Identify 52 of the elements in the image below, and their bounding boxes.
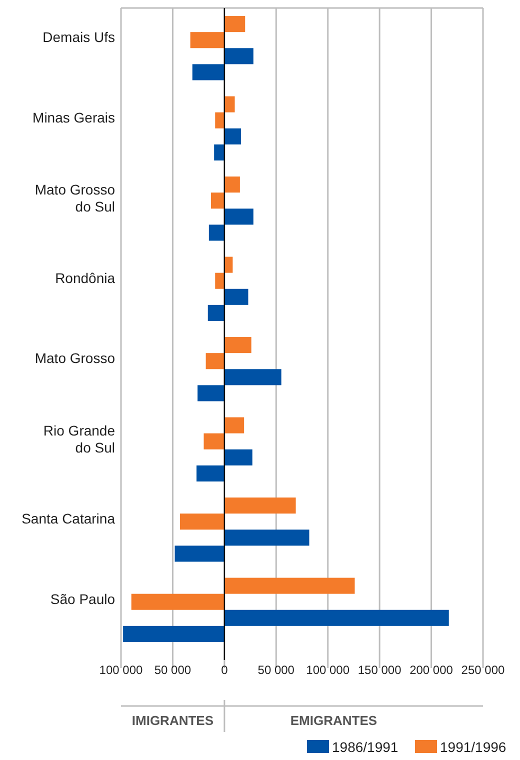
- bar: [198, 385, 224, 402]
- bar: [224, 48, 254, 64]
- bar: [192, 64, 224, 80]
- bar: [206, 353, 224, 370]
- x-tick-label: 0: [221, 663, 228, 677]
- legend-label: 1986/1991: [332, 739, 398, 755]
- bar: [208, 304, 224, 321]
- bar: [224, 176, 240, 193]
- bar: [224, 417, 244, 434]
- x-tick-label: 250 000: [461, 663, 506, 677]
- bar: [224, 498, 296, 514]
- bar: [174, 546, 224, 562]
- bar: [210, 192, 224, 209]
- bar: [208, 224, 224, 241]
- y-tick-label: Rondônia: [55, 270, 116, 286]
- bar: [224, 16, 246, 32]
- y-tick-label: Mato Grosso do Sul: [34, 182, 116, 215]
- bar: [224, 578, 355, 594]
- bar: [224, 530, 310, 546]
- y-tick-label: Mato Grosso: [34, 350, 116, 366]
- x-tick-label: 100 000: [306, 663, 350, 677]
- bar: [214, 144, 224, 160]
- y-tick-label: Demais Ufs: [42, 29, 115, 46]
- bar: [190, 32, 224, 48]
- y-tick-label: São Paulo: [50, 590, 116, 607]
- bar: [224, 449, 252, 466]
- bar: [224, 369, 282, 386]
- x-tick-label: 100 000: [99, 663, 144, 677]
- x-tick-label: 50 000: [154, 663, 192, 677]
- y-tick-label: Minas Gerais: [32, 109, 115, 126]
- bar: [224, 610, 449, 626]
- bar: [224, 96, 235, 112]
- text: EMIGRANTES: [290, 713, 378, 728]
- bar: [131, 594, 224, 610]
- y-tick-label: Santa Catarina: [22, 510, 116, 527]
- x-tick-label: 150 000: [358, 663, 402, 677]
- bar: [180, 514, 224, 530]
- bar: [224, 256, 233, 273]
- bar: [224, 208, 254, 225]
- x-tick-label: 50 000: [258, 663, 295, 677]
- y-tick-label: Rio Grande do Sul: [43, 422, 116, 456]
- bar: [215, 272, 224, 289]
- bar: [224, 128, 241, 144]
- bar: [215, 112, 224, 128]
- legend-label: 1991/1996: [440, 739, 506, 755]
- x-tick-label: 200 000: [410, 663, 454, 677]
- text: IMIGRANTES: [132, 713, 214, 728]
- bar: [224, 288, 248, 305]
- bar: [204, 433, 224, 450]
- bar: [196, 465, 224, 482]
- bar: [123, 626, 224, 642]
- bar: [224, 337, 252, 354]
